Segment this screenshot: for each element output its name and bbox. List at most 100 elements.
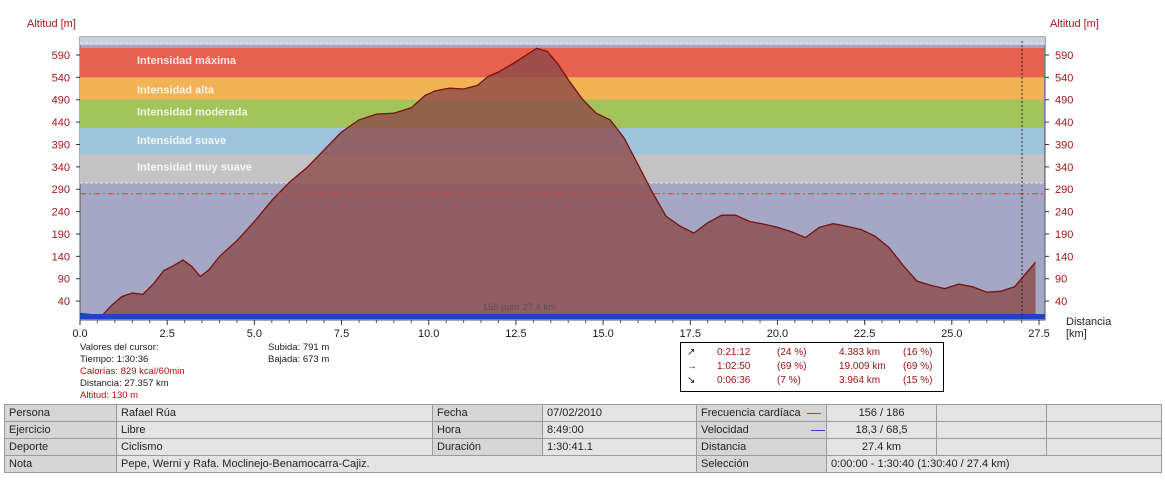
duracion-value: 1:30:41.1: [542, 438, 697, 456]
y-axis-title-left: Altitud [m]: [27, 18, 76, 30]
zone-label: Intensidad muy suave: [137, 161, 252, 173]
y-tick-label-left: 590: [52, 50, 70, 62]
x-tick-label: 17.5: [680, 328, 701, 340]
x-axis-title: Distancia [km]: [1066, 316, 1111, 340]
ejercicio-label: Ejercicio: [4, 421, 117, 439]
altitude-area: [80, 48, 1036, 320]
table-row: Nota Pepe, Werni y Rafa. Moclinejo-Benam…: [4, 455, 1162, 473]
empty-cell: [1046, 438, 1162, 456]
x-tick-label: 27.5: [1028, 328, 1049, 340]
x-tick-label: 15.0: [592, 328, 613, 340]
reference-line-label: 156 ppm 27.4 km: [483, 302, 556, 313]
fecha-value: 07/02/2010: [542, 404, 697, 422]
empty-cell: [1046, 421, 1162, 439]
cursor-values: Valores del cursor: Tiempo: 1:30:36 Calo…: [80, 342, 185, 402]
speed-legend-line: [810, 429, 825, 431]
x-tick-label: 7.5: [334, 328, 349, 340]
cursor-time: Tiempo: 1:30:36: [80, 354, 149, 365]
y-tick-label-left: 140: [52, 251, 70, 263]
slope-arrow-icon: ↘: [687, 375, 696, 386]
y-tick-label-right: 140: [1055, 251, 1073, 263]
selection-label: Selección: [696, 455, 827, 473]
slope-distance: 19.009 km: [839, 361, 886, 372]
cursor-altitude: Altitud: 130 m: [80, 390, 139, 401]
y-tick-label-right: 190: [1055, 229, 1073, 241]
zone-label: Intensidad moderada: [137, 107, 249, 119]
slope-time: 0:06:36: [717, 375, 751, 386]
slope-time-pct: (24 %): [777, 347, 807, 358]
y-tick-label-left: 440: [52, 117, 70, 129]
y-tick-label-left: 390: [52, 139, 70, 151]
cursor-distance: Distancia: 27.357 km: [80, 378, 169, 389]
y-tick-label-right: 490: [1055, 95, 1073, 107]
y-tick-label-left: 340: [52, 162, 70, 174]
y-tick-label-right: 390: [1055, 139, 1073, 151]
climb-down: Bajada: 673 m: [268, 354, 330, 365]
zone-label: Intensidad alta: [137, 84, 215, 96]
y-tick-label-left: 90: [58, 274, 70, 286]
cursor-title: Valores del cursor:: [80, 342, 159, 353]
session-info-table: Persona Rafael Rúa Fecha 07/02/2010 Frec…: [4, 404, 1162, 473]
plot-top-band: [80, 37, 1045, 45]
x-axis-title-line1: Distancia: [1066, 316, 1112, 328]
nota-label: Nota: [4, 455, 117, 473]
y-tick-label-right: 440: [1055, 117, 1073, 129]
table-row: Ejercicio Libre Hora 8:49:00 Velocidad 1…: [4, 421, 1162, 439]
heart-rate-label-text: Frecuencia cardíaca: [701, 407, 801, 419]
slope-time: 1:02:50: [717, 361, 751, 372]
climb-values: Subida: 791 m Bajada: 673 m: [268, 342, 329, 366]
ejercicio-value: Libre: [116, 421, 433, 439]
y-tick-label-right: 590: [1055, 50, 1073, 62]
y-tick-label-right: 40: [1055, 296, 1067, 308]
zone-label: Intensidad máxima: [137, 55, 237, 67]
speed-label-text: Velocidad: [701, 424, 749, 436]
slope-time-pct: (7 %): [777, 375, 801, 386]
distance-value: 27.4 km: [826, 438, 937, 456]
empty-cell: [936, 421, 1047, 439]
heart-rate-label: Frecuencia cardíaca: [696, 404, 827, 422]
distance-label: Distancia: [696, 438, 827, 456]
nota-value: Pepe, Werni y Rafa. Moclinejo-Benamocarr…: [116, 455, 697, 473]
y-tick-label-right: 540: [1055, 72, 1073, 84]
persona-label: Persona: [4, 404, 117, 422]
slope-arrow-icon: →: [687, 361, 697, 372]
slope-time-pct: (69 %): [777, 361, 807, 372]
heart-rate-legend-line: [806, 412, 821, 414]
y-tick-label-left: 40: [58, 296, 70, 308]
x-axis-title-line2: [km]: [1066, 328, 1087, 340]
empty-cell: [1046, 404, 1162, 422]
x-tick-label: 20.0: [767, 328, 788, 340]
deporte-label: Deporte: [4, 438, 117, 456]
speed-baseline: [80, 314, 1045, 319]
fecha-label: Fecha: [432, 404, 543, 422]
x-tick-label: 10.0: [418, 328, 439, 340]
x-tick-label: 12.5: [505, 328, 526, 340]
x-tick-label: 25.0: [941, 328, 962, 340]
selection-value: 0:00:00 - 1:30:40 (1:30:40 / 27.4 km): [826, 455, 1162, 473]
x-tick-label: 2.5: [160, 328, 175, 340]
altitude-line: [79, 47, 1036, 318]
persona-value: Rafael Rúa: [116, 404, 433, 422]
altitude-chart[interactable]: Intensidad máxima Intensidad alta Intensid…: [0, 0, 1165, 400]
zone-label: Intensidad suave: [137, 135, 226, 147]
hora-label: Hora: [432, 421, 543, 439]
y-tick-label-right: 290: [1055, 184, 1073, 196]
y-tick-label-left: 490: [52, 95, 70, 107]
cursor-calories: Calorías: 829 kcal/60min: [80, 366, 185, 377]
table-row: Deporte Ciclismo Duración 1:30:41.1 Dist…: [4, 438, 1162, 456]
empty-cell: [936, 404, 1047, 422]
y-tick-label-left: 190: [52, 229, 70, 241]
slope-distance-pct: (16 %): [903, 347, 933, 358]
duracion-label: Duración: [432, 438, 543, 456]
y-tick-label-right: 240: [1055, 207, 1073, 219]
speed-label: Velocidad: [696, 421, 827, 439]
slope-summary: ↗ 0:21:12 (24 %) 4.383 km (16 %) → 1:02:50 (69 …: [680, 342, 944, 392]
y-tick-label-left: 240: [52, 207, 70, 219]
slope-distance-pct: (69 %): [903, 361, 933, 372]
x-tick-label: 22.5: [854, 328, 875, 340]
y-axis-title-right: Altitud [m]: [1050, 18, 1099, 30]
slope-time: 0:21:12: [717, 347, 751, 358]
slope-distance: 3.964 km: [839, 375, 881, 386]
speed-value: 18,3 / 68,5: [826, 421, 937, 439]
empty-cell: [936, 438, 1047, 456]
